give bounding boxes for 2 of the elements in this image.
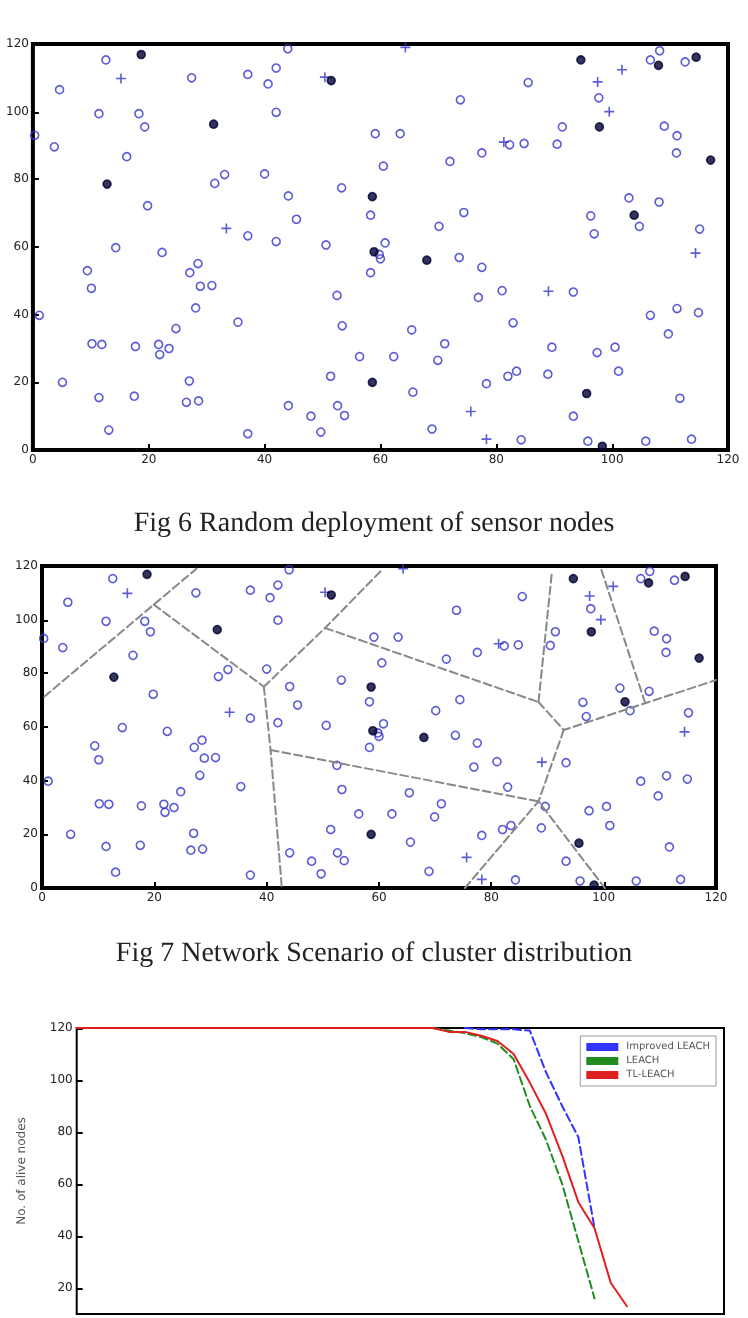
text: Fig 6 Random deployment of sensor nodes xyxy=(133,509,615,539)
text: Fig 7 Network Scenario of cluster distribution xyxy=(115,939,633,969)
